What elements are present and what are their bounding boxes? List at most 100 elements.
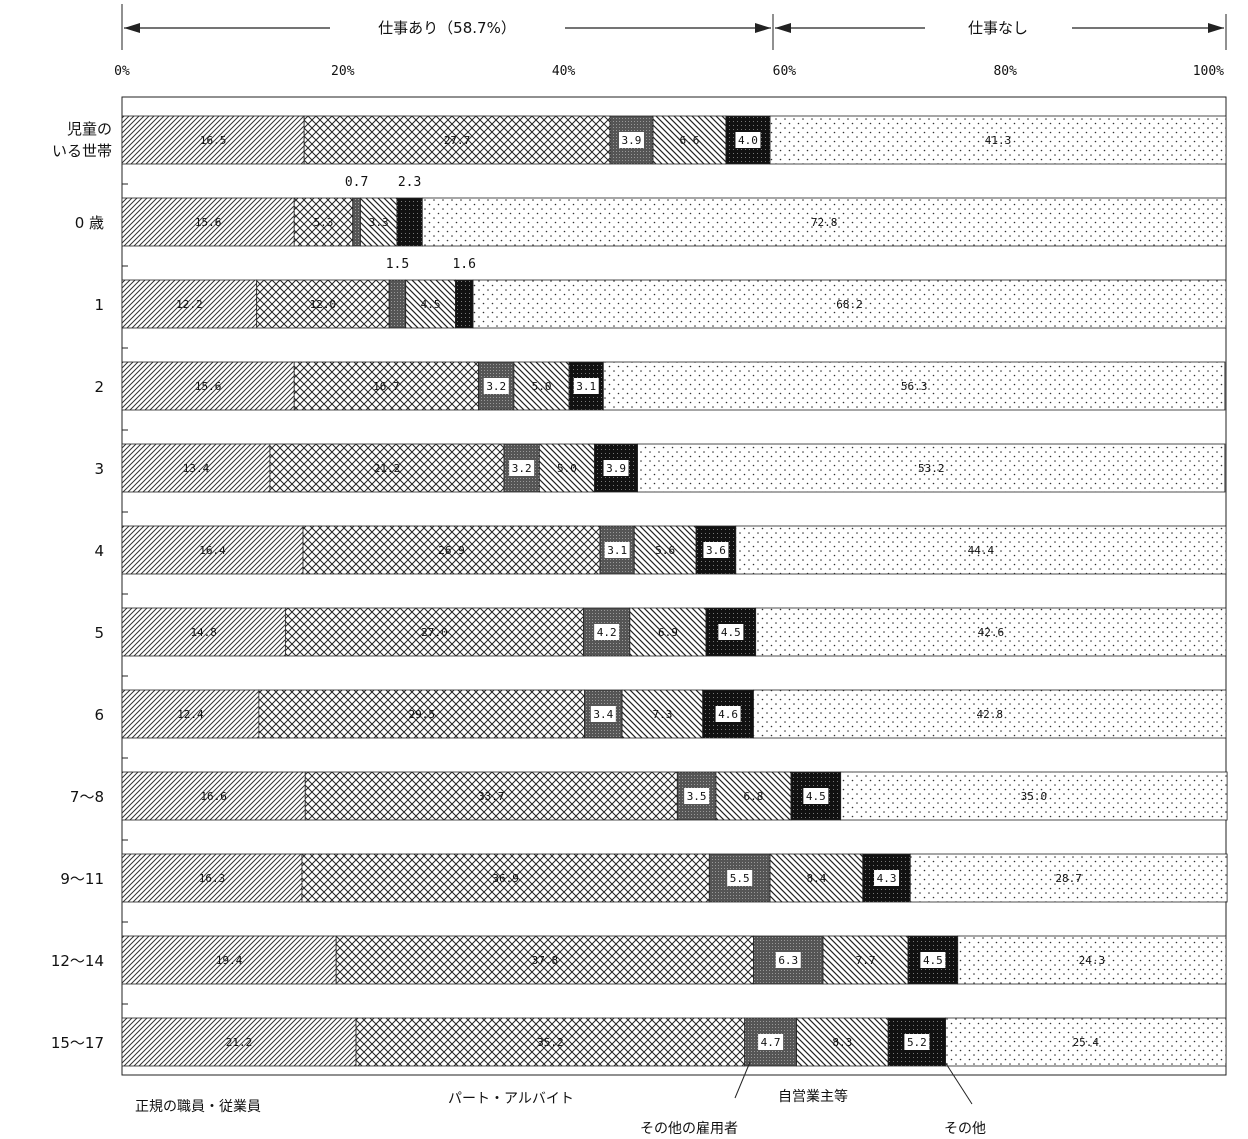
bar-segment-no-work-8 <box>840 771 1228 821</box>
value-label-other-employee-6: 4.2 <box>597 626 617 639</box>
category-label-0-0: 児童の <box>67 120 112 138</box>
value-label-bg-other-10 <box>920 952 946 968</box>
value-label-other-employee-8: 3.5 <box>687 790 707 803</box>
value-label-other-7: 4.6 <box>718 708 738 721</box>
value-label-bg-other-employee-7 <box>590 706 616 722</box>
external-value-label-3: 1.6 <box>452 257 475 272</box>
bar-segment-regular-6 <box>121 607 286 657</box>
value-label-bg-other-3 <box>573 378 599 394</box>
value-label-no-work-11: 25.4 <box>1073 1036 1100 1049</box>
bar-row-6: 5 14.8 27.0 4.2 6.9 4.5 42.6 <box>94 593 1227 657</box>
nowork-label: 仕事なし <box>968 19 1028 37</box>
bar-segment-no-work-6 <box>755 607 1227 657</box>
value-label-other-5: 3.6 <box>706 544 726 557</box>
value-label-self-employed-7: 7.3 <box>652 708 672 721</box>
bar-segment-part-time-2 <box>256 279 390 329</box>
value-label-part-time-11: 35.2 <box>537 1036 564 1049</box>
value-label-other-employee-7: 3.4 <box>593 708 613 721</box>
external-value-label-1: 2.3 <box>398 175 421 190</box>
bar-segment-regular-8 <box>121 771 306 821</box>
bar-segment-other-2 <box>455 279 474 329</box>
bar-row-5: 4 16.4 26.9 3.1 5.6 3.6 44.4 <box>94 511 1227 575</box>
bar-segment-no-work-1 <box>421 197 1227 247</box>
bar-segment-self-employed-9 <box>769 853 864 903</box>
value-label-self-employed-0: 6.6 <box>680 134 700 147</box>
legend-label-regular: 正規の職員・従業員 <box>135 1099 261 1115</box>
value-label-other-0: 4.0 <box>738 134 758 147</box>
value-label-self-employed-2: 4.5 <box>421 298 441 311</box>
value-label-part-time-1: 5.3 <box>314 216 334 229</box>
category-label-6: 5 <box>94 624 104 642</box>
value-label-bg-other-employee-10 <box>775 952 801 968</box>
legend-label-self-employed: 自営業主等 <box>778 1088 848 1105</box>
x-axis-ticks: 0% 20% 40% 60% 80% 100% <box>114 64 1224 79</box>
value-label-bg-other-employee-3 <box>483 378 509 394</box>
value-label-other-4: 3.9 <box>606 462 626 475</box>
value-label-regular-9: 16.3 <box>199 872 226 885</box>
bar-segment-no-work-10 <box>957 935 1227 985</box>
legend: 正規の職員・従業員 パート・アルバイト その他の雇用者 自営業主等 その他 <box>135 1061 986 1137</box>
value-label-no-work-3: 56.3 <box>901 380 928 393</box>
value-label-bg-other-8 <box>803 788 829 804</box>
value-label-part-time-4: 21.2 <box>374 462 401 475</box>
value-label-regular-6: 14.8 <box>190 626 217 639</box>
value-label-other-employee-4: 3.2 <box>512 462 532 475</box>
bar-segment-part-time-10 <box>335 935 754 985</box>
bar-segment-part-time-1 <box>293 197 354 247</box>
value-label-regular-10: 19.4 <box>216 954 243 967</box>
value-label-no-work-6: 42.6 <box>978 626 1005 639</box>
value-label-regular-3: 15.6 <box>195 380 222 393</box>
value-label-no-work-4: 53.2 <box>918 462 945 475</box>
work-label: 仕事あり（58.7%） <box>378 19 516 37</box>
category-label-10: 12～14 <box>51 952 104 970</box>
bar-row-4: 3 13.4 21.2 3.2 5.0 3.9 53.2 <box>94 429 1226 493</box>
value-label-part-time-7: 29.5 <box>408 708 435 721</box>
value-label-bg-other-employee-6 <box>594 624 620 640</box>
bar-segment-other-employee-2 <box>388 279 407 329</box>
legend-label-other: その他 <box>944 1121 986 1137</box>
value-label-self-employed-1: 3.3 <box>369 216 389 229</box>
value-label-regular-11: 21.2 <box>226 1036 253 1049</box>
value-label-bg-other-employee-5 <box>604 542 630 558</box>
legend-label-other-employee: その他の雇用者 <box>640 1120 738 1137</box>
value-label-other-employee-9: 5.5 <box>730 872 750 885</box>
category-label-5: 4 <box>94 542 104 560</box>
bar-segment-part-time-0 <box>303 115 611 165</box>
category-label-9: 9～11 <box>60 870 104 888</box>
bar-segment-part-time-8 <box>304 771 678 821</box>
x-tick-4: 80% <box>993 64 1017 79</box>
value-label-other-11: 5.2 <box>907 1036 927 1049</box>
category-label-7: 6 <box>94 706 104 724</box>
bar-segment-no-work-5 <box>735 525 1227 575</box>
x-tick-0: 0% <box>114 64 130 79</box>
external-value-label-0: 0.7 <box>345 175 368 190</box>
x-tick-2: 40% <box>552 64 576 79</box>
value-label-regular-8: 16.6 <box>200 790 227 803</box>
bar-segment-regular-0 <box>121 115 305 165</box>
header: 仕事あり（58.7%） 仕事なし <box>121 4 1227 50</box>
bar-segment-self-employed-8 <box>715 771 792 821</box>
category-label-3: 2 <box>94 378 104 396</box>
value-label-bg-other-7 <box>715 706 741 722</box>
value-label-self-employed-5: 5.6 <box>655 544 675 557</box>
value-label-self-employed-8: 6.8 <box>744 790 764 803</box>
value-label-bg-other-5 <box>703 542 729 558</box>
value-label-bg-other-9 <box>874 870 900 886</box>
bar-segment-regular-4 <box>121 443 271 493</box>
value-label-bg-other-employee-11 <box>758 1034 784 1050</box>
value-label-regular-1: 15.6 <box>195 216 222 229</box>
value-label-no-work-1: 72.8 <box>811 216 838 229</box>
category-label-2: 1 <box>94 296 104 314</box>
value-label-self-employed-3: 5.0 <box>532 380 552 393</box>
value-label-part-time-0: 27.7 <box>444 134 471 147</box>
value-label-bg-other-6 <box>718 624 744 640</box>
bar-segment-self-employed-6 <box>629 607 707 657</box>
value-label-other-employee-11: 4.7 <box>761 1036 781 1049</box>
bar-row-11: 15～17 21.2 35.2 4.7 8.3 5.2 25.4 <box>51 1003 1227 1067</box>
value-label-other-3: 3.1 <box>576 380 596 393</box>
value-label-part-time-6: 27.0 <box>421 626 448 639</box>
bar-segment-no-work-11 <box>945 1017 1227 1067</box>
